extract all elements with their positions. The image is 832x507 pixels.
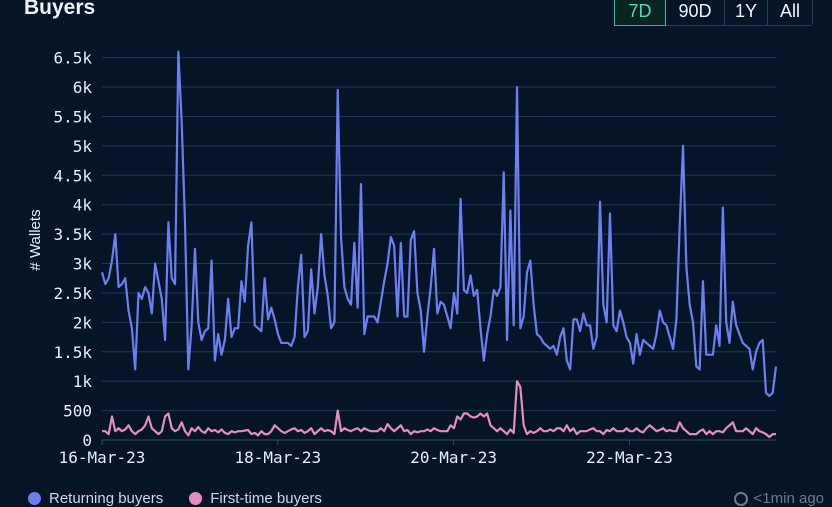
y-tick-label: 2.5k	[53, 284, 92, 303]
chart-title: Buyers	[24, 0, 96, 19]
first-time-buyers-dot-icon	[189, 492, 203, 505]
range-button-1y[interactable]: 1Y	[725, 0, 768, 25]
y-tick-label: 6k	[73, 78, 93, 97]
clock-icon	[733, 491, 748, 506]
last-updated: <1min ago	[733, 490, 824, 507]
series-line-first-time-buyers	[102, 380, 776, 439]
series-line-returning-buyers	[100, 50, 778, 397]
y-tick-label: 4.5k	[53, 166, 92, 185]
returning-buyers-dot-icon	[28, 492, 41, 505]
last-updated-text: <1min ago	[753, 490, 824, 507]
legend-label-returning-buyers: Returning buyers	[49, 490, 164, 507]
legend-item-first-time-buyers[interactable]: First-time buyers	[189, 490, 322, 507]
legend-label-first-time-buyers: First-time buyers	[210, 490, 322, 507]
time-range-selector: 7D 90D 1Y All	[614, 0, 813, 26]
y-tick-label: 1.5k	[53, 343, 92, 362]
y-axis-title: # Wallets	[27, 209, 44, 270]
x-tick-label: 20-Mar-23	[410, 448, 497, 467]
y-tick-label: 3k	[73, 255, 93, 274]
legend-item-returning-buyers[interactable]: Returning buyers	[28, 490, 163, 507]
y-tick-label: 5.5k	[53, 107, 92, 126]
range-button-7d[interactable]: 7D	[614, 0, 666, 26]
x-tick-label: 18-Mar-23	[234, 448, 321, 467]
chart-legend: Returning buyers First-time buyers	[28, 490, 322, 507]
range-button-90d[interactable]: 90D	[666, 0, 725, 25]
y-tick-label: 0	[82, 431, 92, 450]
y-tick-label: 500	[63, 402, 92, 421]
x-tick-label: 16-Mar-23	[59, 448, 146, 467]
x-tick-label: 22-Mar-23	[586, 448, 673, 467]
range-button-all[interactable]: All	[779, 1, 800, 21]
y-tick-label: 3.5k	[53, 225, 92, 244]
y-tick-label: 1k	[73, 372, 93, 391]
y-tick-label: 6.5k	[53, 49, 92, 68]
y-tick-label: 4k	[73, 196, 93, 215]
y-tick-label: 5k	[73, 137, 93, 156]
y-tick-label: 2k	[73, 313, 93, 332]
